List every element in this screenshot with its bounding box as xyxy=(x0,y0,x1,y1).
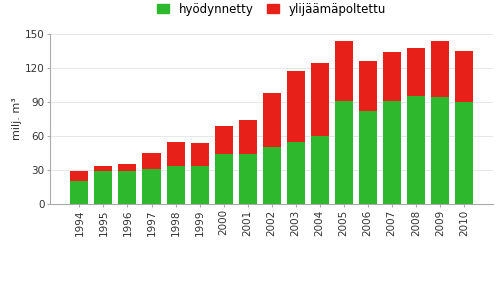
Bar xyxy=(431,97,449,204)
Bar xyxy=(287,142,305,204)
Bar xyxy=(455,51,473,102)
Bar xyxy=(383,52,401,101)
Bar xyxy=(263,93,281,147)
Bar xyxy=(311,63,328,136)
Bar xyxy=(191,166,209,204)
Bar xyxy=(334,101,353,204)
Bar xyxy=(383,101,401,204)
Bar xyxy=(119,164,136,171)
Bar xyxy=(238,154,257,204)
Bar xyxy=(455,102,473,204)
Bar xyxy=(215,154,232,204)
Bar xyxy=(70,171,89,181)
Bar xyxy=(70,181,89,204)
Legend: hyödynnetty, ylijäämäpoltettu: hyödynnetty, ylijäämäpoltettu xyxy=(157,3,386,16)
Y-axis label: milj. m³: milj. m³ xyxy=(12,97,22,140)
Bar xyxy=(95,166,113,171)
Bar xyxy=(407,48,425,96)
Bar xyxy=(334,41,353,101)
Bar xyxy=(407,96,425,204)
Bar xyxy=(215,126,232,154)
Bar xyxy=(238,120,257,154)
Bar xyxy=(431,41,449,97)
Bar xyxy=(359,61,377,111)
Bar xyxy=(119,171,136,204)
Bar xyxy=(166,166,185,204)
Bar xyxy=(359,111,377,204)
Bar xyxy=(142,169,160,204)
Bar xyxy=(166,142,185,166)
Bar xyxy=(263,147,281,204)
Bar xyxy=(287,71,305,142)
Bar xyxy=(142,153,160,169)
Bar xyxy=(311,136,328,204)
Bar xyxy=(95,171,113,204)
Bar xyxy=(191,143,209,166)
